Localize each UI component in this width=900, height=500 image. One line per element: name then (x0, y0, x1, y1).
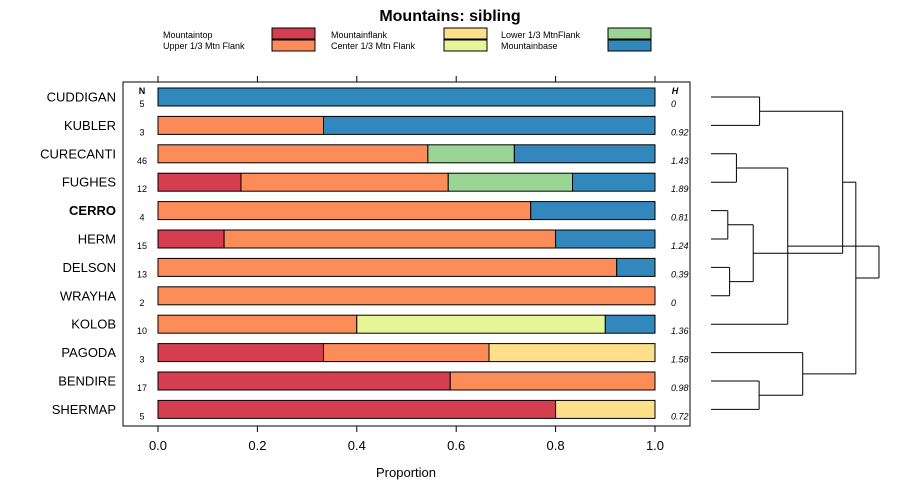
bar-kubler-mountainbase (323, 115, 656, 135)
plot-frame (122, 81, 691, 427)
row-label-shermap: SHERMAP (52, 402, 116, 417)
row-n-kolob: 10 (137, 326, 147, 336)
row-h-kubler: 0.92 (671, 127, 689, 137)
row-h-fughes: 1.89 (671, 184, 689, 194)
bar-herm-mountaintop (157, 229, 225, 249)
row-h-herm: 1.24 (671, 241, 689, 251)
row-label-delson: DELSON (63, 260, 116, 275)
n-column-header: N (139, 86, 146, 96)
row-h-wrayha: 0 (671, 298, 676, 308)
legend-swatch-upper-1-3-mtn-flank (271, 39, 316, 52)
bar-pagoda-mountaintop (157, 343, 324, 363)
bar-curecanti-lower-1-3-mtnflank (427, 144, 515, 164)
row-label-kolob: KOLOB (71, 317, 116, 332)
row-n-delson: 13 (137, 269, 147, 279)
row-h-cerro: 0.81 (671, 213, 689, 223)
h-column-header: H (672, 86, 679, 96)
bar-fughes-mountainbase (572, 172, 656, 192)
row-h-kolob: 1.36 (671, 326, 689, 336)
x-axis: 0.0 0.2 0.4 0.6 0.8 1.0 (149, 76, 664, 453)
legend-label-lower-1-3-mtnflank: Lower 1/3 MtnFlank (501, 30, 581, 40)
row-h-curecanti: 1.43 (671, 156, 689, 166)
row-n-curecanti: 46 (137, 156, 147, 166)
bar-fughes-lower-1-3-mtnflank (447, 172, 573, 192)
row-n-kubler: 3 (139, 127, 144, 137)
legend-label-mountainbase: Mountainbase (501, 41, 558, 51)
x-tick-label: 0.2 (248, 438, 266, 453)
row-label-pagoda: PAGODA (61, 345, 116, 360)
row-h-bendire: 0.98 (671, 383, 689, 393)
legend-label-upper-1-3-mtn-flank: Upper 1/3 Mtn Flank (163, 41, 245, 51)
x-tick-label: 0.8 (547, 438, 565, 453)
bar-kolob-center-1-3-mtn-flank (356, 314, 606, 334)
row-h-cuddigan: 0 (671, 99, 676, 109)
row-n-herm: 15 (137, 241, 147, 251)
row-h-pagoda: 1.58 (671, 355, 689, 365)
row-h-shermap: 0.72 (671, 411, 689, 421)
bar-bendire-upper-1-3-mtn-flank (449, 371, 656, 391)
bar-cerro-upper-1-3-mtn-flank (157, 201, 532, 221)
bar-shermap-mountainflank (555, 399, 656, 419)
row-label-cuddigan: CUDDIGAN (47, 90, 116, 105)
row-n-pagoda: 3 (139, 355, 144, 365)
row-n-wrayha: 2 (139, 298, 144, 308)
bar-herm-mountainbase (555, 229, 656, 249)
bar-kolob-upper-1-3-mtn-flank (157, 314, 358, 334)
legend-label-mountainflank: Mountainflank (331, 30, 388, 40)
legend-swatch-mountainbase (607, 39, 652, 52)
legend-swatch-mountaintop (271, 27, 316, 40)
bar-curecanti-mountainbase (513, 144, 656, 164)
row-n-fughes: 12 (137, 184, 147, 194)
bar-kolob-mountainbase (604, 314, 656, 334)
bar-fughes-upper-1-3-mtn-flank (240, 172, 449, 192)
legend-swatch-center-1-3-mtn-flank (443, 39, 488, 52)
bar-wrayha-upper-1-3-mtn-flank (157, 286, 656, 306)
bar-pagoda-upper-1-3-mtn-flank (323, 343, 490, 363)
row-label-bendire: BENDIRE (58, 374, 116, 389)
bar-cuddigan-mountainbase (157, 87, 656, 107)
bar-delson-mountainbase (616, 257, 656, 277)
bar-fughes-mountaintop (157, 172, 242, 192)
row-label-fughes: FUGHES (62, 175, 117, 190)
row-label-herm: HERM (78, 232, 116, 247)
row-label-wrayha: WRAYHA (60, 288, 116, 303)
bar-rows: CUDDIGAN 5 0 KUBLER 3 0.92 CURECANTI 46 1.43 FUGH… (40, 87, 689, 421)
x-tick-label: 0.0 (149, 438, 167, 453)
bar-kubler-upper-1-3-mtn-flank (157, 115, 324, 135)
x-tick-label: 0.4 (348, 438, 366, 453)
row-n-cerro: 4 (139, 213, 144, 223)
bar-herm-upper-1-3-mtn-flank (223, 229, 557, 249)
bar-pagoda-mountainflank (488, 343, 656, 363)
row-label-kubler: KUBLER (64, 118, 116, 133)
bar-shermap-mountaintop (157, 399, 557, 419)
x-axis-label: Proportion (376, 465, 436, 480)
row-label-curecanti: CURECANTI (40, 146, 116, 161)
legend-swatch-mountainflank (443, 27, 488, 40)
x-tick-label: 0.6 (447, 438, 465, 453)
row-label-cerro: CERRO (69, 203, 116, 218)
legend-label-center-1-3-mtn-flank: Center 1/3 Mtn Flank (331, 41, 416, 51)
chart-title: Mountains: sibling (379, 8, 520, 25)
row-h-delson: 0.39 (671, 269, 689, 279)
bar-curecanti-upper-1-3-mtn-flank (157, 144, 429, 164)
bar-cerro-mountainbase (530, 201, 656, 221)
row-n-cuddigan: 5 (139, 99, 144, 109)
bar-delson-upper-1-3-mtn-flank (157, 257, 618, 277)
x-tick-label: 1.0 (646, 438, 664, 453)
dendrogram (711, 96, 880, 410)
legend-label-mountaintop: Mountaintop (163, 30, 213, 40)
legend-swatch-lower-1-3-mtnflank (607, 27, 652, 40)
row-n-bendire: 17 (137, 383, 147, 393)
bar-bendire-mountaintop (157, 371, 451, 391)
row-n-shermap: 5 (139, 411, 144, 421)
